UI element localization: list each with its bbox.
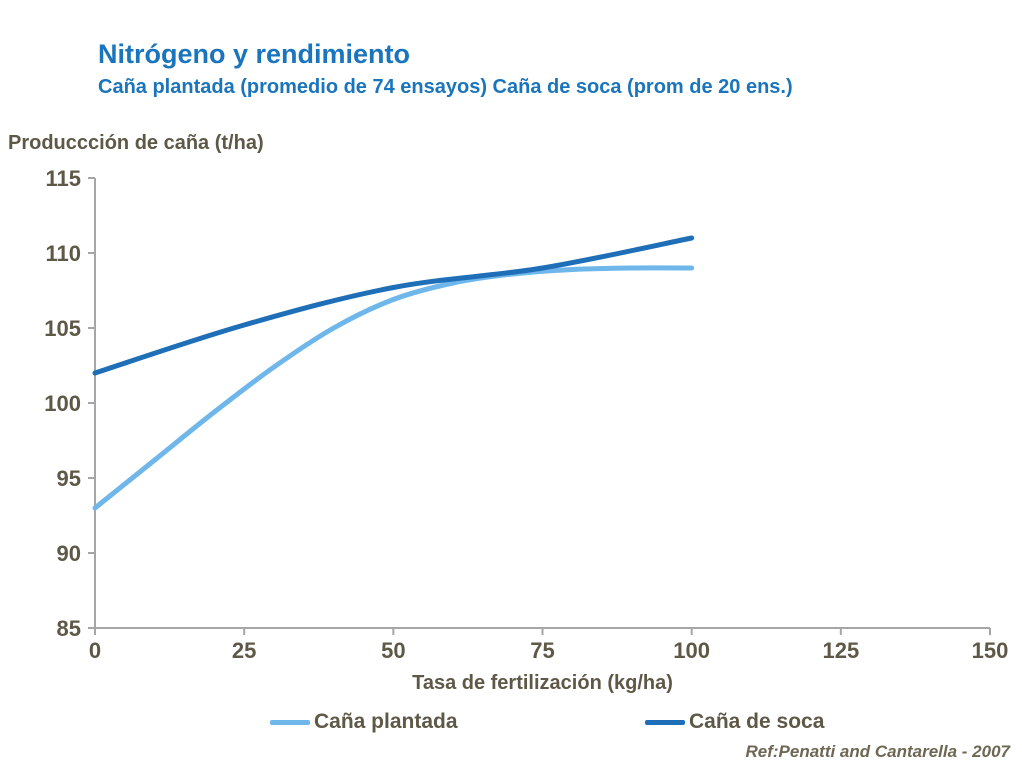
y-tick-label: 100 (44, 391, 81, 416)
chart-title: Nitrógeno y rendimiento (98, 39, 411, 69)
x-tick-label: 75 (530, 638, 554, 663)
legend-label-plantada: Caña plantada (314, 710, 458, 733)
y-tick-label: 115 (46, 166, 82, 191)
legend-item-cana-de-soca: Caña de soca (645, 710, 824, 734)
reference-text: Ref:Penatti and Cantarella - 2007 (745, 742, 1010, 761)
y-tick-label: 105 (44, 316, 81, 341)
series-line-0 (92, 265, 695, 511)
chart-subtitle: Caña plantada (promedio de 74 ensayos) C… (98, 75, 793, 98)
x-axis-title: Tasa de fertilización (kg/ha) (412, 672, 673, 694)
legend-swatch-plantada (270, 719, 310, 725)
legend-swatch-soca (645, 719, 685, 725)
x-tick-label: 150 (972, 638, 1009, 663)
x-tick-label: 125 (822, 638, 859, 663)
legend-item-cana-plantada: Caña plantada (270, 710, 458, 734)
series-line-1 (92, 235, 695, 376)
legend-label-soca: Caña de soca (689, 710, 825, 733)
y-tick-label: 90 (57, 541, 81, 566)
y-tick-label: 110 (46, 241, 82, 266)
x-tick-label: 100 (673, 638, 710, 663)
x-tick-label: 50 (381, 638, 405, 663)
chart-header: Nitrógeno y rendimiento Caña plantada (p… (98, 39, 793, 99)
x-tick-label: 0 (89, 638, 101, 663)
y-tick-label: 85 (57, 616, 81, 641)
y-axis-title: Produccción de caña (t/ha) (8, 132, 264, 154)
x-tick-label: 25 (232, 638, 256, 663)
y-tick-label: 95 (57, 466, 81, 491)
line-chart: 0 25 50 75 100 125 150 85 90 95 100 105 110 115 (44, 166, 1009, 663)
